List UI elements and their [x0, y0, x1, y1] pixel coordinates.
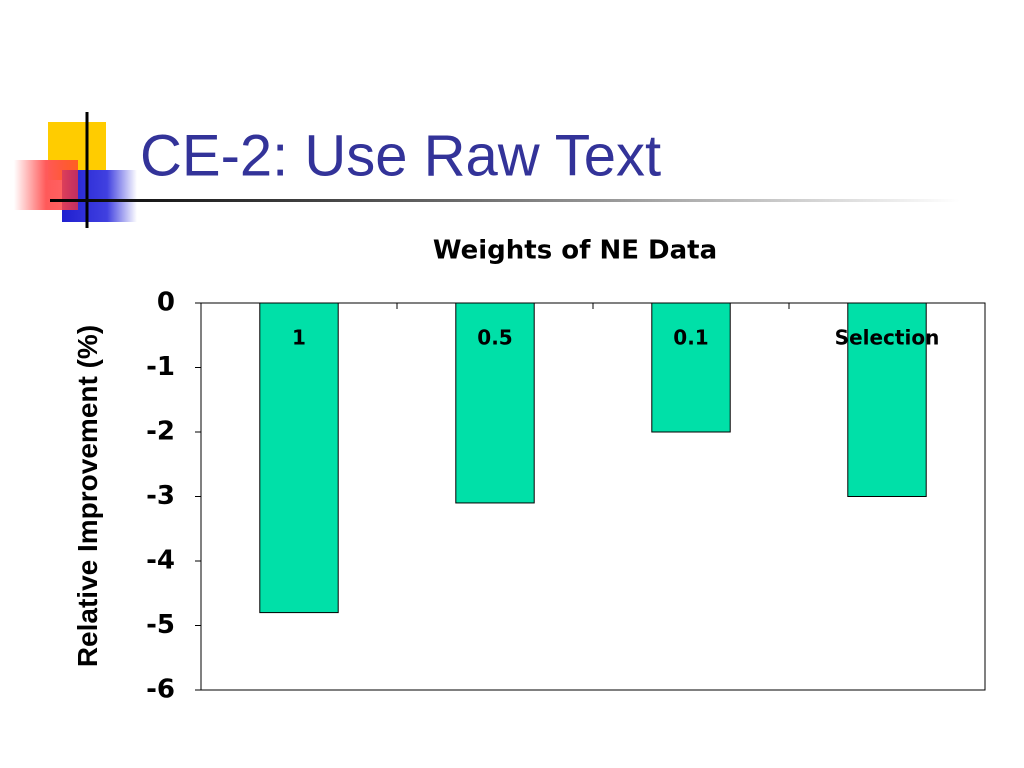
y-tick-label: -1 [146, 352, 175, 382]
x-tick-label: 0.1 [673, 326, 708, 350]
y-tick-label: -4 [146, 546, 175, 576]
bar [455, 302, 535, 504]
y-tick-label: 0 [157, 288, 175, 318]
bar [259, 302, 339, 614]
y-axis-label: Relative Improvement (%) [72, 324, 103, 668]
x-tick-label: 1 [292, 326, 306, 350]
chart-title: Weights of NE Data [433, 236, 717, 266]
bar [847, 302, 927, 497]
x-tick-label: 0.5 [477, 326, 512, 350]
y-tick-label: -5 [146, 610, 175, 640]
y-tick-label: -3 [146, 481, 175, 511]
decor [50, 199, 960, 202]
y-tick-label: -6 [146, 675, 175, 705]
x-tick-label: Selection [835, 326, 940, 350]
decor [14, 160, 78, 210]
slide-title: CE-2: Use Raw Text [140, 123, 661, 188]
bar [651, 302, 731, 433]
y-tick-label: -2 [146, 417, 175, 447]
